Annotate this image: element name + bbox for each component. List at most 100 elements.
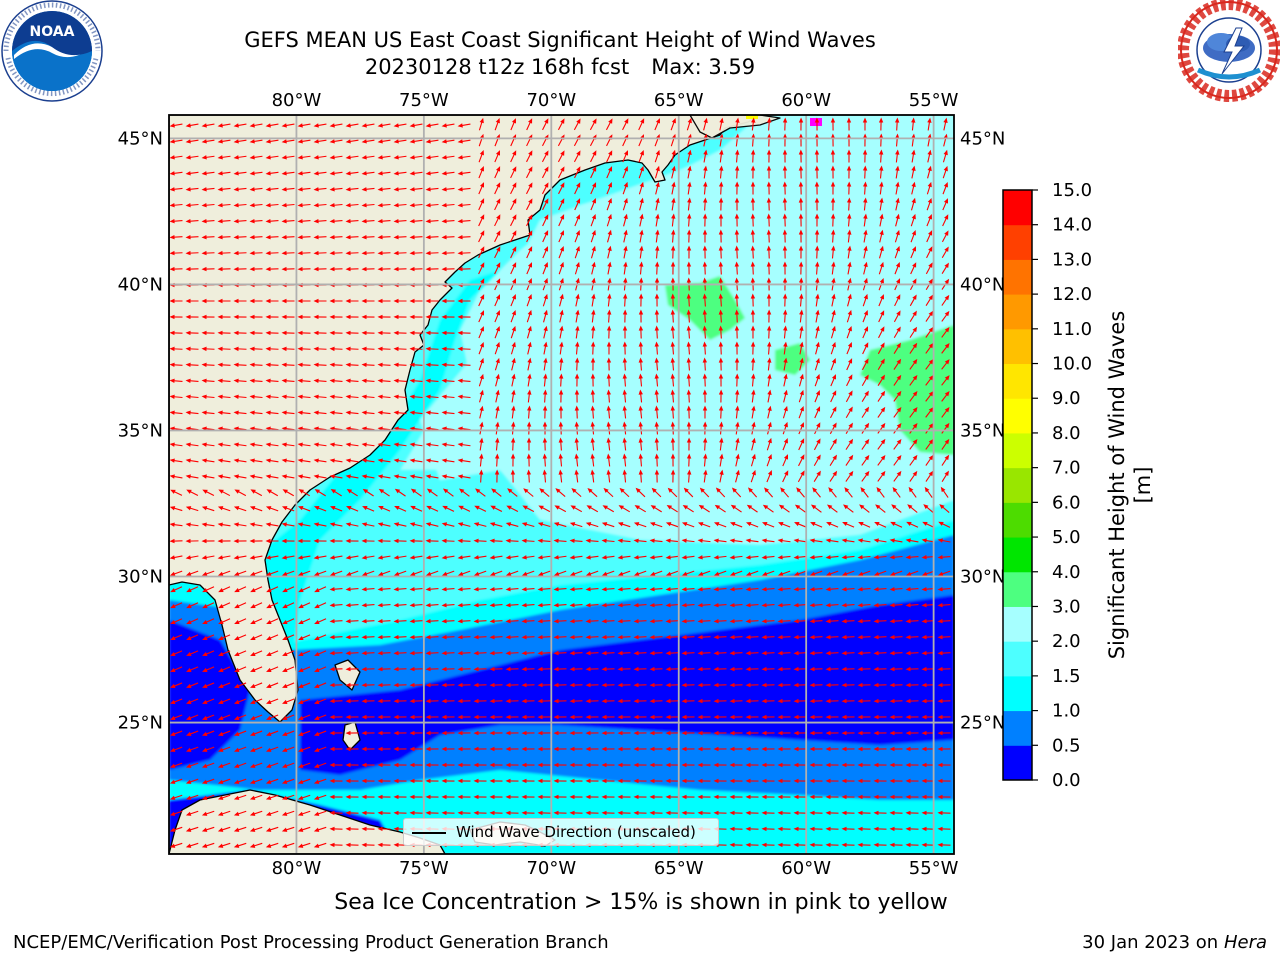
- wave-vector: [505, 538, 519, 544]
- wave-vector: [313, 810, 327, 816]
- wave-vector: [377, 250, 391, 256]
- wave-vector: [923, 504, 934, 513]
- wave-vector: [601, 650, 615, 656]
- wave-vector: [217, 378, 231, 384]
- wave-vector: [686, 309, 692, 323]
- wave-vector: [921, 778, 935, 784]
- wave-vector: [574, 182, 581, 195]
- wave-vector: [458, 505, 471, 512]
- wave-vector: [542, 214, 549, 227]
- wave-vector: [702, 437, 708, 451]
- wave-vector: [393, 682, 407, 688]
- wave-vector: [698, 504, 710, 513]
- wave-vector: [281, 171, 295, 176]
- wave-vector: [783, 357, 788, 371]
- wave-vector: [718, 341, 724, 355]
- wave-vector: [233, 298, 247, 304]
- wave-vector: [925, 342, 934, 354]
- wave-vector: [809, 682, 823, 688]
- wave-vector: [345, 746, 359, 752]
- wave-vector: [409, 378, 423, 384]
- wave-vector: [457, 682, 471, 688]
- wave-vector: [313, 234, 327, 240]
- wave-vector: [729, 618, 743, 624]
- wave-vector: [201, 474, 215, 479]
- wave-vector: [265, 346, 279, 352]
- wave-vector: [281, 522, 295, 527]
- wave-vector: [751, 421, 756, 435]
- wave-vector: [729, 634, 743, 640]
- wave-vector: [393, 362, 407, 368]
- wave-vector: [879, 165, 884, 179]
- wave-vector: [361, 410, 375, 415]
- wave-vector: [813, 470, 821, 482]
- wave-vector: [575, 293, 580, 307]
- wave-vector: [510, 166, 517, 179]
- wave-vector: [425, 155, 439, 160]
- wave-vector: [702, 341, 708, 355]
- wave-vector: [557, 118, 565, 131]
- wave-vector: [250, 714, 263, 720]
- wave-vector: [654, 118, 660, 131]
- wave-vector: [425, 650, 439, 656]
- wave-vector: [478, 246, 485, 259]
- wave-vector: [249, 330, 263, 336]
- wave-vector: [937, 555, 951, 560]
- wave-vector: [798, 197, 804, 211]
- wave-vector: [877, 454, 886, 466]
- wave-vector: [425, 139, 439, 144]
- wave-vector: [169, 218, 183, 224]
- wave-vector: [766, 229, 772, 243]
- wave-vector: [362, 506, 375, 512]
- colorbar-swatch-0: [1003, 745, 1032, 781]
- lat-label-right-0: 45°N: [960, 128, 1005, 149]
- wave-vector: [686, 469, 692, 483]
- wave-vector: [862, 342, 869, 355]
- wave-vector: [718, 245, 724, 259]
- wave-vector: [825, 778, 839, 784]
- wave-vector: [510, 453, 516, 467]
- wave-vector: [875, 504, 886, 513]
- wave-vector: [233, 826, 247, 832]
- wave-vector: [702, 309, 708, 323]
- wave-vector: [297, 298, 311, 304]
- wave-vector: [505, 730, 519, 736]
- wave-vector: [249, 522, 263, 527]
- wave-vector: [649, 682, 663, 688]
- wave-vector: [921, 762, 935, 768]
- wave-vector: [590, 437, 595, 451]
- wave-vector: [457, 218, 471, 224]
- lat-label-left-4: 25°N: [118, 713, 163, 734]
- wave-vector: [905, 555, 919, 560]
- wave-vector: [478, 262, 485, 275]
- wave-vector: [601, 538, 615, 543]
- wave-vector: [505, 810, 519, 816]
- wave-vector: [393, 410, 407, 415]
- wave-vector: [265, 314, 279, 320]
- wave-vector: [475, 488, 486, 497]
- wave-vector: [329, 602, 343, 608]
- wave-vector: [809, 698, 823, 704]
- wave-vector: [841, 714, 855, 720]
- wave-vector: [425, 266, 439, 272]
- wave-vector: [585, 634, 599, 640]
- wave-vector: [761, 826, 775, 832]
- wave-vector: [441, 394, 455, 399]
- wave-vector: [925, 310, 934, 322]
- wave-vector: [217, 330, 231, 336]
- wave-vector: [925, 294, 934, 306]
- wave-vector: [281, 570, 295, 576]
- wave-vector: [537, 698, 551, 704]
- wave-vector: [473, 698, 487, 704]
- wave-vector: [409, 714, 423, 720]
- wave-vector: [813, 454, 821, 467]
- wave-vector: [895, 213, 900, 227]
- wave-vector: [809, 555, 823, 560]
- wave-vector: [521, 730, 535, 736]
- wave-vector: [314, 506, 327, 512]
- wave-vector: [537, 666, 551, 672]
- wave-vector: [266, 634, 279, 641]
- wave-vector: [233, 171, 247, 176]
- wave-vector: [699, 487, 710, 498]
- wave-vector: [782, 133, 788, 147]
